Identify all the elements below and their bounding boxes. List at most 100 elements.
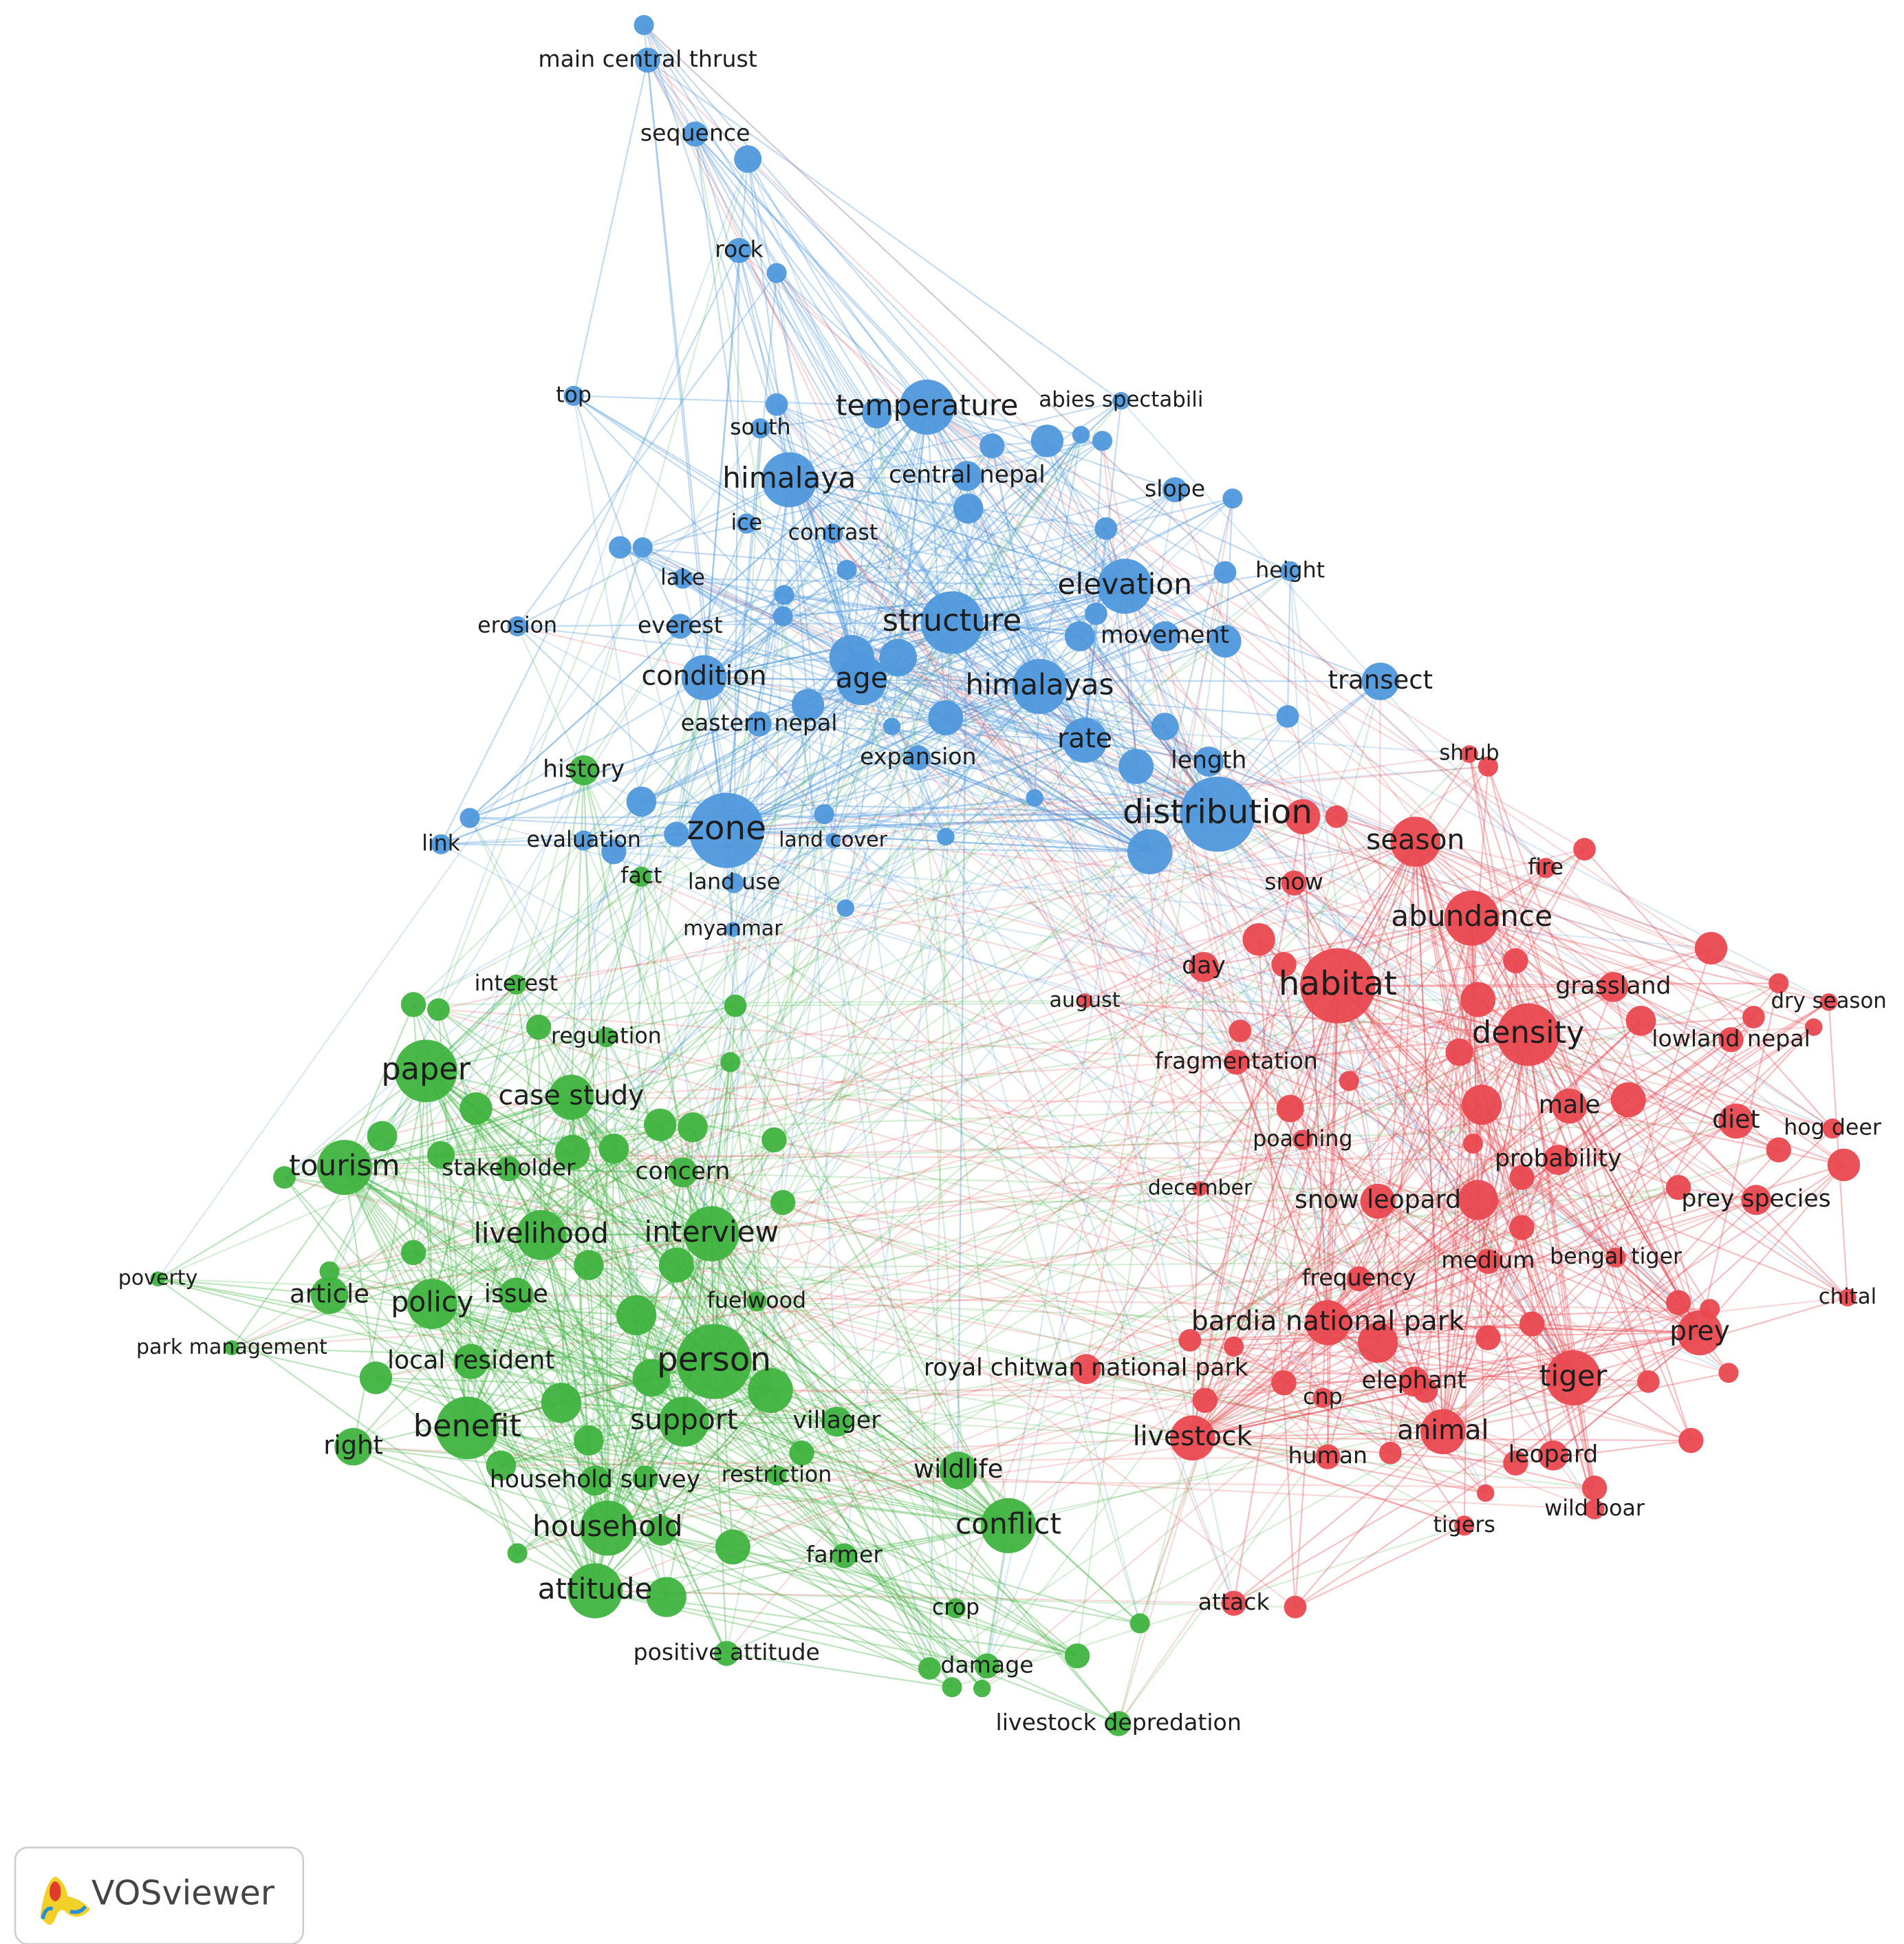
edge — [413, 1251, 715, 1363]
edge — [1079, 636, 1474, 1145]
node-label: abies spectabili — [1039, 387, 1203, 412]
edge — [431, 1303, 652, 1379]
edge — [918, 757, 1218, 815]
edge — [733, 882, 1460, 1053]
node-bubble — [667, 1157, 698, 1188]
node-bubble — [596, 1027, 617, 1048]
node-label: age — [836, 662, 888, 695]
node-bubble — [1637, 1370, 1660, 1393]
edge — [1085, 498, 1233, 1370]
edge — [572, 1005, 736, 1154]
edge — [726, 585, 1125, 832]
edge — [1084, 1000, 1574, 1379]
edge — [846, 488, 1176, 571]
edge — [647, 59, 1323, 1398]
node-label: positive attitude — [634, 1639, 820, 1665]
edge — [1337, 985, 1523, 1178]
edge — [1039, 686, 1649, 1383]
edge — [1328, 1321, 1700, 1334]
edge — [441, 843, 1150, 853]
edge — [466, 1148, 615, 1429]
edge — [729, 1061, 772, 1391]
logo[interactable]: VOSviewer — [14, 1846, 305, 1944]
edge — [683, 1421, 930, 1670]
node-bubble — [1085, 602, 1107, 625]
edge — [329, 1099, 1629, 1296]
edge — [583, 770, 678, 1266]
edge — [1572, 1017, 1755, 1379]
edge — [640, 585, 1125, 803]
edge — [747, 158, 1086, 1002]
edge — [726, 739, 1085, 832]
edge — [344, 1166, 1444, 1433]
edge — [770, 1390, 1009, 1526]
node-bubble — [334, 1427, 372, 1466]
node-bubble — [632, 1359, 671, 1397]
edge — [642, 440, 1103, 548]
edge — [782, 615, 1337, 818]
node-bubble — [394, 1039, 457, 1103]
edge — [773, 816, 1303, 1141]
node-label: land use — [688, 870, 781, 895]
edge — [595, 1590, 1295, 1608]
node-bubble — [724, 873, 744, 894]
edge — [1208, 761, 1779, 984]
edge — [788, 479, 1323, 1398]
node-label: condition — [642, 660, 767, 692]
edge — [344, 1167, 930, 1670]
edge — [440, 843, 1426, 1392]
edge — [876, 413, 1575, 1379]
edge — [726, 272, 778, 831]
node-label: lowland nepal — [1652, 1025, 1810, 1052]
edge — [571, 1096, 1482, 1106]
edge — [158, 851, 1151, 1280]
edge — [1191, 1159, 1559, 1439]
node-bubble — [1281, 870, 1307, 896]
edge — [680, 625, 1151, 853]
edge — [726, 797, 1035, 832]
edge — [467, 1427, 1140, 1624]
edge — [788, 479, 834, 841]
node-bubble — [766, 1465, 787, 1486]
edge — [517, 406, 928, 627]
edge — [425, 1070, 542, 1236]
edge — [1414, 841, 1523, 1228]
node-label: ice — [731, 510, 763, 535]
node-label: interview — [645, 1215, 779, 1249]
edge — [540, 1005, 736, 1236]
node-label: slope — [1145, 475, 1205, 501]
node-bubble — [1285, 799, 1321, 834]
node-bubble — [574, 1250, 604, 1280]
node-bubble — [774, 585, 794, 605]
edge — [851, 413, 878, 658]
node-bubble — [883, 717, 901, 735]
node-bubble — [644, 1108, 677, 1141]
node-bubble — [765, 393, 788, 416]
edge — [431, 1303, 930, 1670]
edge — [469, 406, 928, 819]
edge — [425, 400, 1122, 1072]
node-bubble — [1178, 1328, 1202, 1352]
edge — [944, 717, 1486, 1494]
edge — [776, 272, 953, 623]
node-bubble — [945, 1598, 966, 1619]
edge — [1204, 985, 1339, 1401]
edge — [1327, 1322, 1486, 1494]
edge — [613, 685, 1040, 853]
edge — [1415, 841, 1754, 1018]
edge — [540, 1234, 845, 1557]
edge — [845, 686, 1041, 909]
edge — [344, 1167, 517, 1296]
edge — [713, 1361, 845, 1557]
edge — [861, 407, 928, 680]
node-label: livestock depredation — [996, 1709, 1242, 1736]
edge — [861, 497, 1233, 681]
edge — [926, 407, 946, 718]
node-label: conflict — [955, 1506, 1061, 1540]
edge — [782, 686, 1041, 1203]
node-bubble — [814, 804, 834, 825]
edge — [344, 1167, 652, 1379]
edge — [738, 250, 1416, 843]
edge — [344, 1167, 662, 1531]
edge — [1192, 1390, 1426, 1439]
